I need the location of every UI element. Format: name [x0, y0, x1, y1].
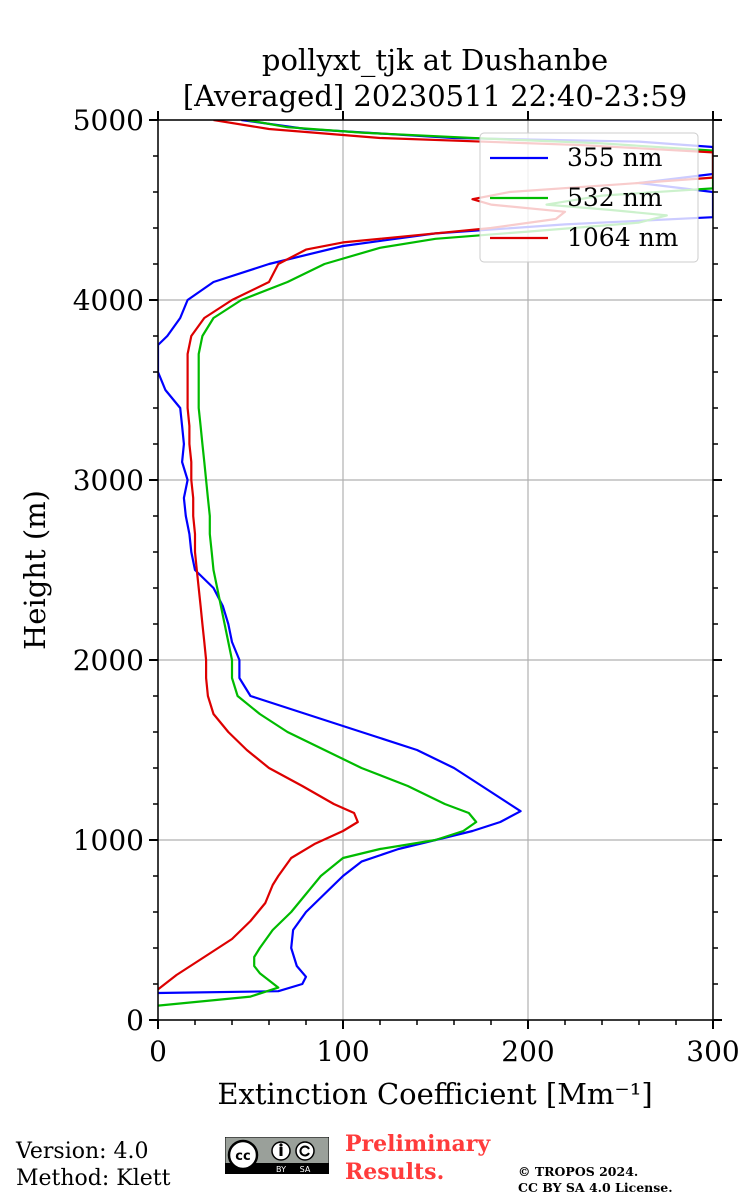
x-tick-label: 200 — [501, 1035, 554, 1068]
x-axis-label: Extinction Coefficient [Mm⁻¹] — [217, 1077, 652, 1111]
y-tick-label: 3000 — [73, 464, 144, 497]
preliminary-line-2: Results. — [345, 1159, 445, 1185]
cc-sa-label: SA — [300, 1165, 311, 1174]
sa-icon — [295, 1141, 315, 1161]
y-tick-label: 4000 — [73, 284, 144, 317]
copyright-line-1: © TROPOS 2024. — [518, 1164, 639, 1179]
y-tick-label: 2000 — [73, 644, 144, 677]
chart-title: pollyxt_tjk at Dushanbe — [262, 43, 608, 78]
legend-label: 532 nm — [567, 183, 663, 212]
y-axis-label: Height (m) — [18, 490, 52, 650]
x-tick-label: 100 — [316, 1035, 369, 1068]
plot-frame — [157, 119, 714, 1021]
x-tick-label: 300 — [686, 1035, 739, 1068]
copyright-notice: © TROPOS 2024. CC BY SA 4.0 License. — [518, 1164, 673, 1196]
legend-label: 1064 nm — [567, 223, 679, 252]
cc-license-badge: cc BY SA — [225, 1137, 329, 1174]
method-text: Method: Klett — [16, 1166, 171, 1191]
x-tick-label: 0 — [149, 1035, 167, 1068]
preliminary-line-1: Preliminary — [345, 1131, 491, 1157]
version-text: Version: 4.0 — [16, 1139, 149, 1164]
series-line-355-nm — [158, 120, 713, 995]
legend-box — [479, 132, 699, 263]
preliminary-notice: Preliminary Results. — [345, 1130, 490, 1186]
legend: 355 nm 532 nm 1064 nm — [479, 132, 699, 263]
chart-subtitle: [Averaged] 20230511 22:40-23:59 — [183, 79, 687, 113]
y-tick-label: 1000 — [73, 824, 144, 857]
cc-by-label: BY — [276, 1165, 286, 1174]
cc-icon: cc — [235, 1149, 250, 1164]
y-tick-label: 5000 — [73, 104, 144, 137]
legend-label: 355 nm — [567, 143, 663, 172]
copyright-line-2: CC BY SA 4.0 License. — [518, 1180, 673, 1195]
y-tick-label: 0 — [126, 1004, 144, 1037]
footer-info: Version: 4.0 Method: Klett — [16, 1138, 170, 1192]
